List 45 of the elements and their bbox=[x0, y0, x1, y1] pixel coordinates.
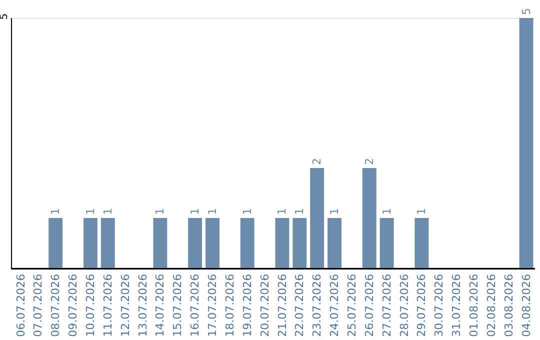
data-label: 1 bbox=[328, 208, 342, 215]
x-tick-label: 21.07.2026 bbox=[276, 274, 289, 337]
x-tick-label: 10.07.2026 bbox=[84, 274, 98, 337]
x-tick-label: 26.07.2026 bbox=[362, 274, 376, 337]
data-label: 1 bbox=[293, 208, 306, 215]
x-tick-label: 24.07.2026 bbox=[328, 274, 342, 337]
x-tick-label: 19.07.2026 bbox=[240, 274, 254, 337]
data-label: 1 bbox=[49, 208, 62, 215]
x-tick-label: 17.07.2026 bbox=[206, 274, 220, 337]
data-label: 1 bbox=[154, 208, 167, 215]
x-tick-label: 12.07.2026 bbox=[118, 274, 132, 337]
x-tick-label: 15.07.2026 bbox=[171, 274, 184, 337]
x-tick-label: 02.08.2026 bbox=[484, 274, 498, 337]
data-label: 1 bbox=[240, 208, 254, 215]
x-tick-label: 20.07.2026 bbox=[258, 274, 272, 337]
data-label: 1 bbox=[415, 208, 428, 215]
data-label: 1 bbox=[380, 208, 394, 215]
data-label: 1 bbox=[101, 208, 114, 215]
x-tick-label: 07.07.2026 bbox=[32, 274, 45, 337]
x-tick-label: 11.07.2026 bbox=[101, 274, 114, 337]
data-label: 1 bbox=[188, 208, 202, 215]
data-label: 1 bbox=[206, 208, 219, 215]
x-tick-label: 09.07.2026 bbox=[66, 274, 80, 337]
x-tick-label: 29.07.2026 bbox=[415, 274, 428, 337]
x-tick-label: 14.07.2026 bbox=[154, 274, 167, 337]
x-tick-label: 28.07.2026 bbox=[398, 274, 411, 337]
x-tick-label: 08.07.2026 bbox=[49, 274, 62, 337]
x-tick-label: 30.07.2026 bbox=[432, 274, 446, 337]
x-tick-label: 22.07.2026 bbox=[293, 274, 306, 337]
data-label: 1 bbox=[276, 208, 289, 215]
x-tick-label: 03.08.2026 bbox=[502, 274, 516, 337]
x-tick-label: 18.07.2026 bbox=[223, 274, 236, 337]
x-tick-label: 31.07.2026 bbox=[450, 274, 464, 337]
data-label: 1 bbox=[84, 208, 97, 215]
x-tick-label: 27.07.2026 bbox=[380, 274, 394, 337]
x-tick-label: 23.07.2026 bbox=[310, 274, 324, 337]
x-tick-label: 16.07.2026 bbox=[188, 274, 202, 337]
x-tick-label: 06.07.2026 bbox=[14, 274, 28, 337]
x-tick-label: 13.07.2026 bbox=[136, 274, 150, 337]
x-tick-label: 01.08.2026 bbox=[468, 274, 481, 337]
data-label: 2 bbox=[362, 158, 376, 165]
data-label: 2 bbox=[310, 158, 324, 165]
x-tick-label: 04.08.2026 bbox=[520, 274, 533, 337]
x-tick-label: 25.07.2026 bbox=[346, 274, 359, 337]
data-label: 5 bbox=[520, 8, 533, 15]
